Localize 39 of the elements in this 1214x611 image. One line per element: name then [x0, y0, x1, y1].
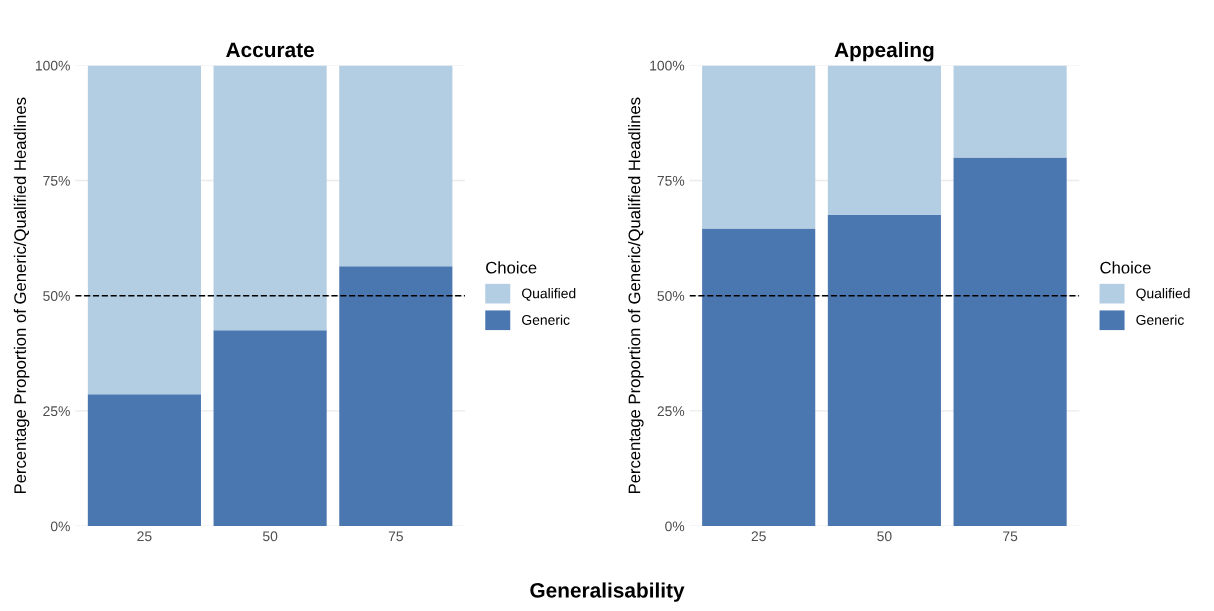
x-tick-label: 25 — [137, 531, 152, 542]
legend-title: Choice — [486, 261, 537, 274]
bar — [702, 65, 816, 229]
bar — [213, 330, 327, 527]
y-tick-label: 0% — [665, 521, 685, 532]
y-axis-title: Percentage Proportion of Generic/Qualified Headlines — [628, 97, 644, 494]
bar — [87, 394, 201, 527]
legend-label: Qualified — [1136, 288, 1190, 301]
x-tick-label: 75 — [1003, 531, 1018, 542]
x-tick-label: 50 — [877, 531, 892, 542]
y-tick-label: 100% — [650, 60, 685, 71]
bar — [213, 65, 327, 331]
legend-label: Generic — [522, 314, 570, 325]
bar — [87, 65, 201, 395]
bar — [339, 266, 453, 527]
y-tick-label: 75% — [43, 175, 70, 186]
x-tick-label: 50 — [262, 531, 278, 542]
bar — [953, 157, 1067, 527]
bar — [953, 65, 1067, 158]
y-tick-label: 25% — [657, 406, 685, 417]
y-axis-title: Percentage Proportion of Generic/Qualified Headlines — [13, 97, 30, 494]
y-tick-label: 75% — [657, 175, 685, 186]
bar — [827, 65, 941, 216]
bar — [702, 228, 816, 527]
bar — [827, 215, 941, 527]
x-axis-title: Generalisability — [530, 582, 685, 602]
chart-title: Appealing — [834, 41, 934, 62]
legend-title: Choice — [1100, 261, 1151, 274]
y-tick-label: 50% — [43, 291, 70, 301]
y-tick-label: 0% — [50, 521, 70, 532]
y-tick-label: 100% — [35, 60, 70, 71]
legend-label: Qualified — [522, 288, 576, 301]
legend-label: Generic — [1136, 314, 1184, 325]
chart-title: Accurate — [226, 42, 314, 58]
y-tick-label: 50% — [657, 291, 685, 301]
x-tick-label: 25 — [751, 531, 766, 542]
x-tick-label: 75 — [388, 531, 403, 542]
bar — [339, 65, 453, 267]
y-tick-label: 25% — [43, 406, 70, 417]
